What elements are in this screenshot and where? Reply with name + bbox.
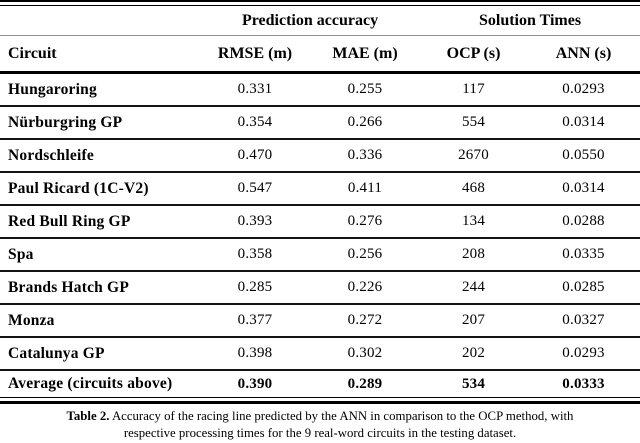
mae-cell: 0.226 xyxy=(347,279,383,295)
circuit-cell: Spa xyxy=(8,245,34,263)
ocp-cell: 468 xyxy=(461,180,486,196)
ann-cell: 0.0333 xyxy=(562,375,605,392)
circuit-cell: Paul Ricard (1C-V2) xyxy=(8,179,149,197)
table-row-average: Average (circuits above) 0.390 0.289 534… xyxy=(0,370,640,397)
ann-cell: 0.0335 xyxy=(562,246,605,262)
rmse-cell: 0.547 xyxy=(237,180,273,196)
group-header-row: Prediction accuracy Solution Times xyxy=(0,6,640,36)
column-header-ocp: OCP (s) xyxy=(446,44,501,62)
circuit-cell: Nürburgring GP xyxy=(8,113,123,131)
rmse-cell: 0.331 xyxy=(237,81,273,97)
rmse-cell: 0.470 xyxy=(237,147,273,163)
table-row: Monza 0.377 0.272 207 0.0327 xyxy=(0,304,640,337)
group-header-spacer xyxy=(0,6,200,36)
ocp-cell: 244 xyxy=(461,279,486,295)
mae-cell: 0.411 xyxy=(347,180,383,196)
table-caption-label: Table 2. xyxy=(66,409,110,423)
column-header-ann: ANN (s) xyxy=(555,44,612,62)
column-header-rmse: RMSE (m) xyxy=(217,44,293,62)
table-caption-text: Accuracy of the racing line predicted by… xyxy=(111,409,574,440)
mae-cell: 0.289 xyxy=(347,375,383,392)
rmse-cell: 0.354 xyxy=(237,114,273,130)
mae-cell: 0.256 xyxy=(347,246,383,262)
circuit-cell: Monza xyxy=(8,311,55,329)
rmse-cell: 0.393 xyxy=(237,213,273,229)
ann-cell: 0.0327 xyxy=(562,312,605,328)
column-header-circuit: Circuit xyxy=(8,44,57,62)
mae-cell: 0.302 xyxy=(347,345,383,361)
table-row: Brands Hatch GP 0.285 0.226 244 0.0285 xyxy=(0,271,640,304)
mae-cell: 0.255 xyxy=(347,81,383,97)
rmse-cell: 0.285 xyxy=(237,279,273,295)
ocp-cell: 2670 xyxy=(458,147,489,163)
circuit-cell: Red Bull Ring GP xyxy=(8,212,131,230)
ann-cell: 0.0285 xyxy=(562,279,605,295)
circuit-cell: Average (circuits above) xyxy=(8,375,173,392)
circuit-cell: Catalunya GP xyxy=(8,344,105,362)
group-header-solution-times: Solution Times xyxy=(478,11,582,29)
ocp-cell: 207 xyxy=(461,312,486,328)
mae-cell: 0.276 xyxy=(347,213,383,229)
table-row: Paul Ricard (1C-V2) 0.547 0.411 468 0.03… xyxy=(0,172,640,205)
mae-cell: 0.336 xyxy=(347,147,383,163)
ann-cell: 0.0293 xyxy=(562,81,605,97)
table-row: Red Bull Ring GP 0.393 0.276 134 0.0288 xyxy=(0,205,640,238)
ann-cell: 0.0314 xyxy=(562,114,605,130)
table-row: Hungaroring 0.331 0.255 117 0.0293 xyxy=(0,73,640,106)
results-table: Prediction accuracy Solution Times Circu… xyxy=(0,6,640,397)
table-top-rule-thick xyxy=(0,0,640,2)
rmse-cell: 0.358 xyxy=(237,246,273,262)
group-header-prediction-accuracy: Prediction accuracy xyxy=(241,11,379,29)
ocp-cell: 534 xyxy=(461,375,486,392)
ann-cell: 0.0293 xyxy=(562,345,605,361)
table-row: Catalunya GP 0.398 0.302 202 0.0293 xyxy=(0,337,640,370)
mae-cell: 0.272 xyxy=(347,312,383,328)
table-row: Nürburgring GP 0.354 0.266 554 0.0314 xyxy=(0,106,640,139)
ann-cell: 0.0550 xyxy=(562,147,605,163)
ann-cell: 0.0288 xyxy=(562,213,605,229)
table-bottom-rule-thick xyxy=(0,401,640,404)
rmse-cell: 0.377 xyxy=(237,312,273,328)
table-row: Nordschleife 0.470 0.336 2670 0.0550 xyxy=(0,139,640,172)
ocp-cell: 117 xyxy=(462,81,485,97)
ocp-cell: 554 xyxy=(461,114,486,130)
ocp-cell: 202 xyxy=(461,345,486,361)
ann-cell: 0.0314 xyxy=(562,180,605,196)
table-row: Spa 0.358 0.256 208 0.0335 xyxy=(0,238,640,271)
column-header-mae: MAE (m) xyxy=(332,44,398,62)
circuit-cell: Hungaroring xyxy=(8,80,97,98)
ocp-cell: 208 xyxy=(461,246,486,262)
circuit-cell: Nordschleife xyxy=(8,146,94,164)
table-bottom-rule-thin xyxy=(0,397,640,398)
mae-cell: 0.266 xyxy=(347,114,383,130)
column-header-row: Circuit RMSE (m) MAE (m) OCP (s) ANN (s) xyxy=(0,36,640,73)
rmse-cell: 0.398 xyxy=(237,345,273,361)
ocp-cell: 134 xyxy=(461,213,486,229)
circuit-cell: Brands Hatch GP xyxy=(8,278,129,296)
rmse-cell: 0.390 xyxy=(237,375,273,392)
table-top-rule-thin xyxy=(0,5,640,6)
table-caption: Table 2. Accuracy of the racing line pre… xyxy=(0,408,640,441)
